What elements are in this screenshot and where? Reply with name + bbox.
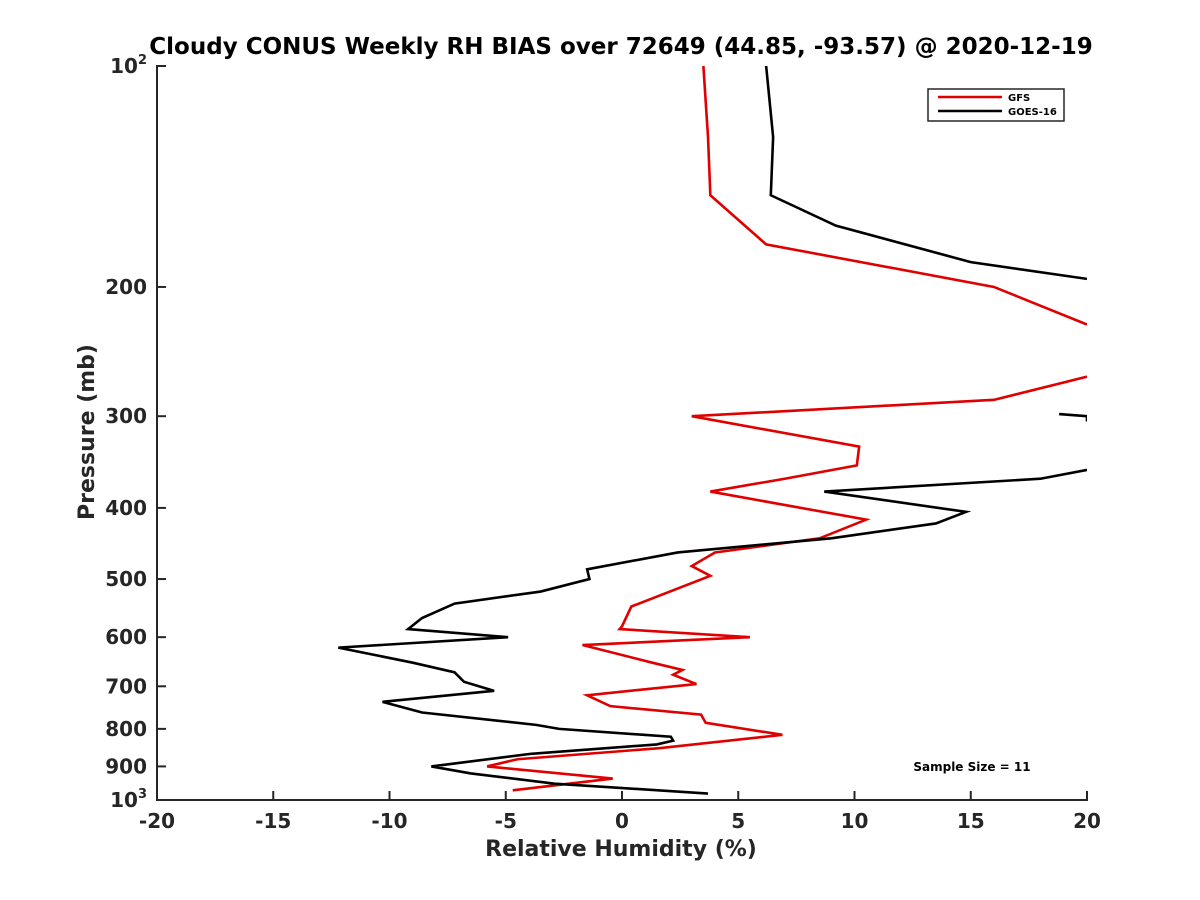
x-tick-label: -10: [371, 809, 407, 833]
x-axis-ticks: -20 -15 -10 -5 0 5 10 15 20: [139, 791, 1101, 833]
x-tick-label: -15: [255, 809, 291, 833]
legend-label-goes16: GOES-16: [1008, 107, 1057, 118]
y-tick-label: 900: [105, 754, 147, 778]
y-tick-label: 200: [105, 275, 147, 299]
chart-title: Cloudy CONUS Weekly RH BIAS over 72649 (…: [149, 34, 1092, 60]
x-tick-label: 20: [1073, 809, 1101, 833]
y-tick-label: 500: [105, 567, 147, 591]
series-layer: [338, 66, 1087, 795]
legend-label-gfs: GFS: [1008, 93, 1030, 104]
y-tick-label: 300: [105, 404, 147, 428]
x-tick-label: 15: [957, 809, 985, 833]
series-line-goes16: [338, 66, 1087, 795]
legend: GFS GOES-16: [927, 88, 1065, 122]
y-tick-label: 600: [105, 625, 147, 649]
x-tick-label: -20: [139, 809, 175, 833]
series-line-gfs: [486, 66, 1087, 792]
x-tick-label: -5: [495, 809, 517, 833]
y-tick-label: 700: [105, 674, 147, 698]
x-tick-label: 0: [615, 809, 629, 833]
x-axis-title: Relative Humidity (%): [485, 837, 757, 862]
legend-box: [927, 88, 1065, 122]
plot-area: -20 -15 -10 -5 0 5 10 15 20 102 200 300 400 500 600 70…: [105, 53, 1101, 833]
y-tick-label: 102: [110, 53, 147, 78]
plot-background: [157, 66, 1087, 800]
y-axis-title: Pressure (mb): [75, 344, 100, 520]
sample-size-annotation: Sample Size = 11: [913, 760, 1030, 774]
y-tick-label: 800: [105, 717, 147, 741]
x-tick-label: 10: [841, 809, 869, 833]
x-tick-label: 5: [731, 809, 745, 833]
y-tick-label: 400: [105, 496, 147, 520]
